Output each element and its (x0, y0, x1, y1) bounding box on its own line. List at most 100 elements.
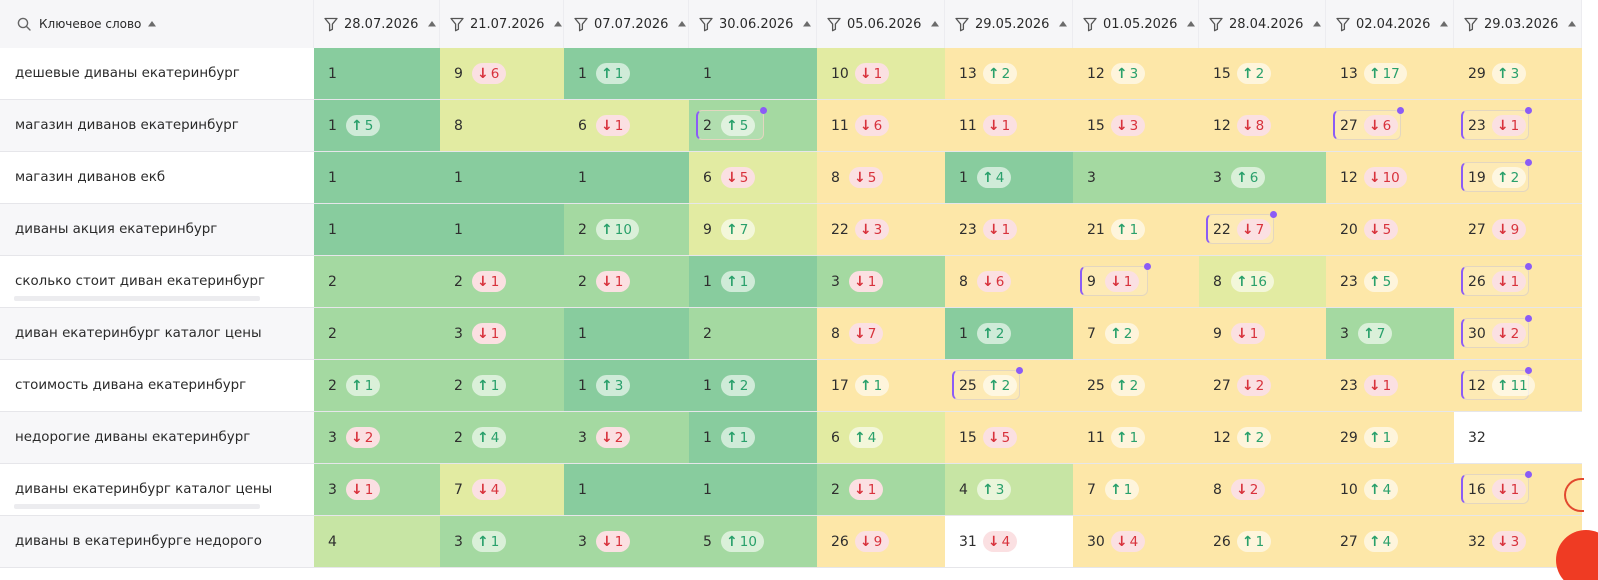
position-cell[interactable]: 7 ↑ 2 (1073, 308, 1199, 359)
position-cell[interactable]: 27 ↓ 9 (1454, 204, 1582, 255)
header-date-column[interactable]: 28.07.2026 (314, 0, 440, 48)
keyword-cell[interactable]: недорогие диваны екатеринбург (0, 412, 314, 463)
position-cell[interactable]: 11 ↓ 1 (945, 100, 1073, 151)
position-cell[interactable]: 3 ↑ 1 (440, 516, 564, 567)
position-cell[interactable]: 6 ↓ 1 (564, 100, 689, 151)
header-date-column[interactable]: 05.06.2026 (817, 0, 945, 48)
position-cell[interactable]: 22 ↓ 3 (817, 204, 945, 255)
position-cell[interactable]: 32 (1454, 412, 1582, 463)
position-cell[interactable]: 12 ↑ 2 (1199, 412, 1326, 463)
position-cell[interactable]: 11 ↑ 1 (1073, 412, 1199, 463)
position-cell[interactable]: 1 ↑ 3 (564, 360, 689, 411)
position-cell[interactable]: 12 ↓ 8 (1199, 100, 1326, 151)
position-cell[interactable]: 3 (1073, 152, 1199, 203)
position-cell[interactable]: 25 ↑ 2 (1073, 360, 1199, 411)
sort-ascending-icon[interactable] (147, 20, 157, 28)
filter-icon[interactable] (324, 17, 338, 32)
header-keyword[interactable]: Ключевое слово (0, 0, 314, 48)
position-cell[interactable]: 4 ↑ 3 (945, 464, 1073, 515)
position-cell[interactable]: 2 (689, 308, 817, 359)
position-cell[interactable]: 31 ↓ 4 (945, 516, 1073, 567)
filter-icon[interactable] (1464, 17, 1478, 32)
position-cell[interactable]: 26 ↑ 1 (1199, 516, 1326, 567)
sort-ascending-icon[interactable] (553, 20, 563, 28)
position-cell[interactable]: 2 ↑ 4 (440, 412, 564, 463)
position-cell[interactable]: 1 (689, 48, 817, 99)
position-cell[interactable]: 27 ↓ 2 (1199, 360, 1326, 411)
position-cell[interactable]: 2 ↑ 5 (689, 100, 817, 151)
position-cell[interactable]: 29 ↑ 3 (1454, 48, 1582, 99)
position-cell[interactable]: 12 ↓ 10 (1326, 152, 1454, 203)
filter-icon[interactable] (1336, 17, 1350, 32)
position-cell[interactable]: 1 ↑ 4 (945, 152, 1073, 203)
search-icon[interactable] (17, 17, 31, 31)
position-cell[interactable]: 2 (314, 256, 440, 307)
keyword-cell[interactable]: диваны в екатеринбурге недорого (0, 516, 314, 567)
position-cell[interactable]: 12 ↑ 11 (1454, 360, 1582, 411)
header-date-column[interactable]: 01.05.2026 (1073, 0, 1199, 48)
position-cell[interactable]: 1 (314, 204, 440, 255)
sort-ascending-icon[interactable] (427, 20, 437, 28)
position-cell[interactable]: 6 ↓ 5 (689, 152, 817, 203)
keyword-cell[interactable]: дешевые диваны екатеринбург (0, 48, 314, 99)
position-cell[interactable]: 1 ↑ 2 (945, 308, 1073, 359)
position-cell[interactable]: 23 ↓ 1 (1454, 100, 1582, 151)
position-cell[interactable]: 26 ↓ 1 (1454, 256, 1582, 307)
filter-icon[interactable] (827, 17, 841, 32)
position-cell[interactable]: 4 (314, 516, 440, 567)
position-cell[interactable]: 1 (314, 152, 440, 203)
filter-icon[interactable] (450, 17, 464, 32)
position-cell[interactable]: 8 ↑ 16 (1199, 256, 1326, 307)
filter-icon[interactable] (955, 17, 969, 32)
position-cell[interactable]: 1 (440, 204, 564, 255)
keyword-cell[interactable]: диваны акция екатеринбург (0, 204, 314, 255)
header-date-column[interactable]: 29.05.2026 (945, 0, 1073, 48)
sort-ascending-icon[interactable] (677, 20, 687, 28)
position-cell[interactable]: 9 ↓ 1 (1073, 256, 1199, 307)
position-cell[interactable]: 13 ↑ 17 (1326, 48, 1454, 99)
position-cell[interactable]: 12 ↑ 3 (1073, 48, 1199, 99)
position-cell[interactable]: 8 ↓ 2 (1199, 464, 1326, 515)
filter-icon[interactable] (1083, 17, 1097, 32)
position-cell[interactable]: 30 ↓ 4 (1073, 516, 1199, 567)
header-date-column[interactable]: 07.07.2026 (564, 0, 689, 48)
position-cell[interactable]: 3 ↓ 2 (314, 412, 440, 463)
position-cell[interactable]: 20 ↓ 5 (1326, 204, 1454, 255)
position-cell[interactable]: 2 ↓ 1 (817, 464, 945, 515)
header-date-column[interactable]: 28.04.2026 (1199, 0, 1326, 48)
sort-ascending-icon[interactable] (930, 20, 940, 28)
position-cell[interactable]: 23 ↓ 1 (1326, 360, 1454, 411)
position-cell[interactable]: 3 ↓ 2 (564, 412, 689, 463)
header-date-column[interactable]: 02.04.2026 (1326, 0, 1454, 48)
position-cell[interactable]: 6 ↑ 4 (817, 412, 945, 463)
header-date-column[interactable]: 21.07.2026 (440, 0, 564, 48)
position-cell[interactable]: 16 ↓ 1 (1454, 464, 1582, 515)
position-cell[interactable]: 1 (314, 48, 440, 99)
position-cell[interactable]: 27 ↑ 4 (1326, 516, 1454, 567)
position-cell[interactable]: 26 ↓ 9 (817, 516, 945, 567)
position-cell[interactable]: 30 ↓ 2 (1454, 308, 1582, 359)
position-cell[interactable]: 13 ↑ 2 (945, 48, 1073, 99)
position-cell[interactable]: 2 ↓ 1 (564, 256, 689, 307)
position-cell[interactable]: 1 (689, 464, 817, 515)
filter-icon[interactable] (574, 17, 588, 32)
position-cell[interactable]: 1 (440, 152, 564, 203)
position-cell[interactable]: 15 ↓ 3 (1073, 100, 1199, 151)
position-cell[interactable]: 2 ↑ 10 (564, 204, 689, 255)
position-cell[interactable]: 9 ↑ 7 (689, 204, 817, 255)
position-cell[interactable]: 2 ↑ 1 (440, 360, 564, 411)
position-cell[interactable]: 11 ↓ 6 (817, 100, 945, 151)
keyword-cell[interactable]: магазин диванов екб (0, 152, 314, 203)
position-cell[interactable]: 7 ↑ 1 (1073, 464, 1199, 515)
header-date-column[interactable]: 29.03.2026 (1454, 0, 1582, 48)
position-cell[interactable]: 3 ↓ 1 (440, 308, 564, 359)
position-cell[interactable]: 1 (564, 308, 689, 359)
position-cell[interactable]: 25 ↑ 2 (945, 360, 1073, 411)
position-cell[interactable]: 19 ↑ 2 (1454, 152, 1582, 203)
header-date-column[interactable]: 30.06.2026 (689, 0, 817, 48)
keyword-cell[interactable]: сколько стоит диван екатеринбург (0, 256, 314, 307)
position-cell[interactable]: 9 ↓ 6 (440, 48, 564, 99)
keyword-cell[interactable]: стоимость дивана екатеринбург (0, 360, 314, 411)
sort-ascending-icon[interactable] (802, 20, 812, 28)
position-cell[interactable]: 1 (564, 152, 689, 203)
